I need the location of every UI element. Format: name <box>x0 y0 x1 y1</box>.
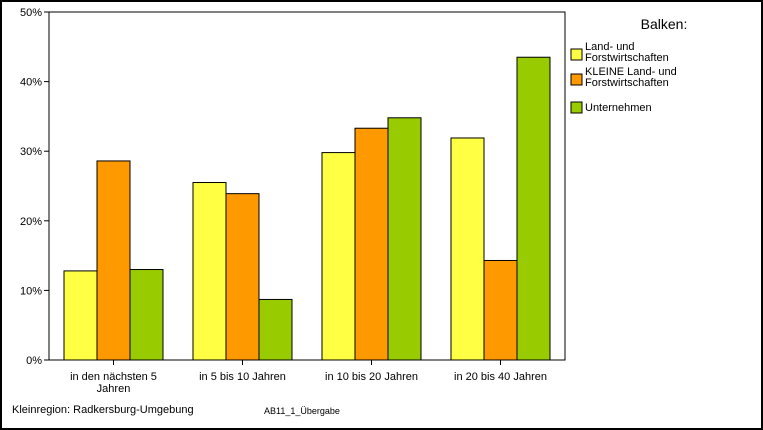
y-tick-label: 50% <box>20 7 42 19</box>
x-tick-label: in 20 bis 40 Jahren <box>454 371 547 383</box>
bar <box>63 270 98 361</box>
x-tick-label: in den nächsten 5 Jahren <box>70 371 157 395</box>
x-tick-label: in 5 bis 10 Jahren <box>199 371 286 383</box>
bar <box>225 193 260 361</box>
x-tick-label: in 10 bis 20 Jahren <box>325 371 418 383</box>
legend-swatch <box>570 73 583 86</box>
legend-swatch <box>570 48 583 61</box>
bar <box>96 160 131 361</box>
bar <box>321 152 356 361</box>
legend-label: KLEINE Land- und Forstwirtschaften <box>585 66 677 89</box>
bar <box>516 56 551 361</box>
y-tick-label: 10% <box>20 285 42 297</box>
bar <box>129 269 164 361</box>
bar <box>450 137 485 361</box>
y-tick-label: 0% <box>26 355 42 367</box>
legend: Balken: Land- und ForstwirtschaftenKLEINE … <box>570 16 688 114</box>
y-tick-label: 20% <box>20 216 42 228</box>
y-tick-label: 30% <box>20 146 42 158</box>
bar <box>354 127 389 361</box>
y-tick-label: 40% <box>20 77 42 89</box>
bar <box>483 259 518 361</box>
legend-title: Balken: <box>641 16 688 32</box>
legend-swatch <box>570 101 583 114</box>
bar <box>192 182 227 361</box>
bar <box>258 298 293 361</box>
plot-area: 0% 10% 20% 30% 40% 50% in den nächsten 5 Jahren… <box>20 7 566 395</box>
legend-label: Land- und Forstwirtschaften <box>585 41 669 64</box>
legend-label: Unternehmen <box>585 102 652 114</box>
footer-code: AB11_1_Übergabe <box>264 406 340 416</box>
footer-region: Kleinregion: Radkersburg-Umgebung <box>12 404 194 416</box>
bar <box>387 117 422 361</box>
